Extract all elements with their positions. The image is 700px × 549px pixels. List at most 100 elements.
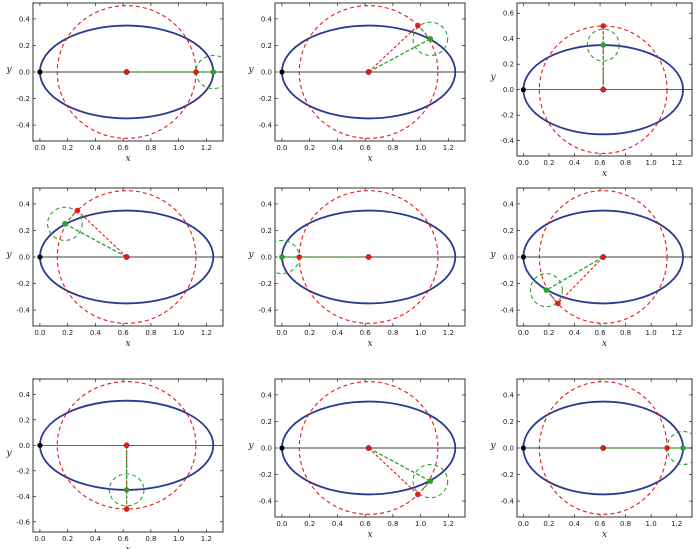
y-tick-label: 0.6 [503, 10, 515, 18]
x-tick-label: 0.4 [569, 159, 581, 167]
plot-area [37, 5, 223, 139]
x-tick-label: 0.6 [360, 520, 372, 528]
y-tick-label: -0.2 [16, 280, 30, 288]
x-tick-label: 1.2 [671, 329, 682, 337]
x-tick-label: 0.6 [594, 520, 606, 528]
plot-area [520, 23, 692, 154]
green-link-line [64, 210, 78, 225]
x-tick-label: 0.2 [304, 329, 315, 337]
center-point [365, 69, 372, 75]
x-tick-label: 1.0 [415, 329, 426, 337]
green-dashed-circle [47, 206, 83, 241]
y-tick-label: -0.4 [16, 493, 30, 501]
y-tick-label: 0.0 [503, 86, 514, 94]
x-axis-label: x [125, 339, 130, 349]
green-point [543, 287, 550, 293]
x-tick-label: 1.0 [415, 520, 426, 528]
y-tick-label: 0.0 [19, 442, 30, 450]
red-dashed-line [368, 447, 419, 495]
x-tick-label: 0.0 [34, 535, 45, 543]
x-tick-label: 0.8 [145, 535, 156, 543]
x-tick-label: 1.0 [646, 329, 657, 337]
x-axis-label: x [367, 530, 372, 540]
y-tick-label: 0.2 [503, 227, 514, 235]
red-dashed-circle [56, 190, 197, 324]
x-tick-label: 0.0 [518, 329, 529, 337]
red-dashed-circle [538, 190, 668, 324]
red-point [123, 506, 130, 512]
green-dashed-circle [586, 28, 620, 62]
origin-point [520, 254, 526, 260]
center-point [365, 254, 372, 260]
y-tick-label: 0.2 [19, 227, 30, 235]
y-tick-label: 0.4 [19, 200, 31, 208]
x-tick-label: 1.2 [201, 144, 212, 152]
y-tick-label: -0.2 [500, 471, 514, 479]
origin-point [279, 69, 285, 75]
green-point [123, 487, 130, 493]
x-tick-label: 0.4 [569, 520, 581, 528]
red-point [193, 69, 199, 75]
y-tick-label: -0.4 [16, 307, 30, 315]
y-axis-label: y [489, 73, 496, 83]
x-tick-label: 0.0 [34, 144, 45, 152]
green-dashed-line [368, 38, 431, 73]
plot-frame [516, 2, 693, 157]
plot-area [37, 190, 223, 324]
origin-point [279, 445, 285, 451]
x-tick-label: 0.6 [594, 159, 606, 167]
y-tick-label: 0.4 [261, 15, 273, 23]
x-tick-label: 0.4 [332, 520, 344, 528]
y-tick-label: 0.4 [261, 200, 273, 208]
plot-area [37, 380, 223, 512]
x-tick-label: 0.6 [594, 329, 606, 337]
red-dashed-circle [538, 25, 668, 154]
y-tick-label: 0.0 [503, 254, 514, 262]
x-tick-label: 1.0 [646, 159, 657, 167]
y-tick-label: -0.4 [258, 122, 272, 130]
red-point [415, 22, 421, 29]
y-tick-label: -0.4 [258, 498, 272, 506]
x-tick-label: 0.4 [90, 329, 102, 337]
y-tick-label: -0.4 [500, 137, 514, 145]
x-tick-label: 1.2 [443, 144, 454, 152]
x-axis-label: x [602, 530, 607, 540]
red-point [415, 491, 421, 498]
red-dashed-line [368, 25, 419, 73]
green-point [62, 221, 68, 227]
red-dashed-circle [56, 380, 197, 510]
red-dashed-circle [298, 5, 439, 139]
y-axis-label: y [247, 65, 254, 75]
green-point [210, 69, 217, 75]
y-tick-label: 0.4 [19, 391, 31, 399]
x-tick-label: 0.2 [543, 329, 554, 337]
y-tick-label: 0.0 [19, 254, 30, 262]
subplot-8: 0.0 0.2 0.4 0.6 0.8 1.0 1.2 -0.4 -0.2 0.0 0.2 0.4 x y [247, 378, 466, 540]
x-axis-label: x [602, 339, 607, 349]
origin-point [37, 254, 43, 260]
y-tick-label: 0.4 [19, 15, 31, 23]
x-tick-label: 0.2 [62, 329, 73, 337]
plot-area [520, 190, 692, 324]
red-dashed-line [557, 256, 604, 304]
y-tick-label: 0.2 [503, 61, 514, 69]
x-tick-label: 1.2 [201, 535, 212, 543]
y-tick-label: 0.4 [503, 35, 515, 43]
subplot-4: 0.0 0.2 0.4 0.6 0.8 1.0 1.2 -0.4 -0.2 0.0 0.2 0.4 x y [5, 187, 224, 349]
subplot-1: 0.0 0.2 0.4 0.6 0.8 1.0 1.2 -0.4 -0.2 0.0 0.2 0.4 x y [5, 2, 224, 164]
green-dashed-circle [412, 464, 449, 499]
y-tick-label: 0.2 [19, 42, 30, 50]
y-axis-label: y [489, 250, 496, 260]
green-point [427, 478, 434, 484]
x-tick-label: 0.0 [518, 159, 529, 167]
y-tick-label: -0.2 [500, 112, 514, 120]
y-axis-label: y [5, 65, 12, 75]
subplot-5: 0.0 0.2 0.4 0.6 0.8 1.0 1.2 -0.4 -0.2 0.0 0.2 0.4 x y [247, 187, 466, 349]
x-axis-label: x [125, 545, 130, 549]
x-tick-label: 0.2 [304, 520, 315, 528]
y-tick-label: 0.2 [19, 416, 30, 424]
x-tick-label: 1.2 [671, 159, 682, 167]
y-tick-label: -0.4 [500, 498, 514, 506]
red-point [74, 207, 81, 214]
x-tick-label: 1.2 [443, 329, 454, 337]
